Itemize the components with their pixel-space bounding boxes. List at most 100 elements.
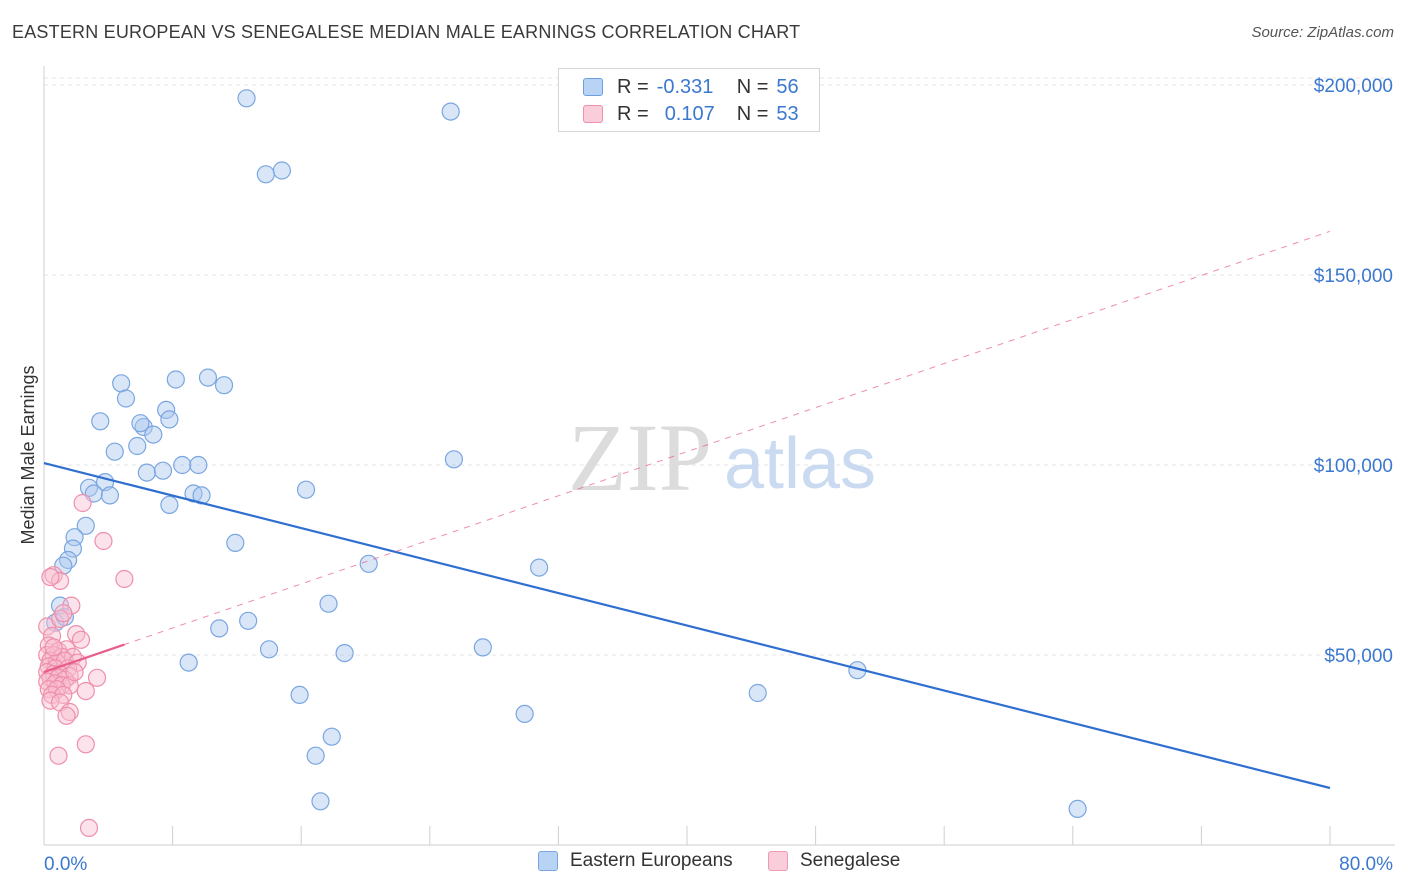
point-eastern-europeans — [515, 704, 534, 724]
point-eastern-europeans — [100, 486, 120, 505]
legend-r-label: R = — [617, 75, 649, 98]
point-eastern-europeans — [54, 556, 73, 575]
point-eastern-europeans — [335, 643, 354, 663]
series-label-eastern-europeans: Eastern Europeans — [570, 850, 733, 871]
series-legend-senegalese[interactable]: Senegalese — [768, 850, 900, 872]
x-tick-labels: 0.0% 80.0% — [44, 854, 1393, 875]
point-eastern-europeans — [311, 792, 330, 811]
point-eastern-europeans — [173, 455, 192, 475]
point-senegalese — [50, 571, 70, 591]
trend-line-dashed-senegalese — [43, 230, 1331, 673]
point-senegalese — [71, 630, 91, 649]
chart-title: EASTERN EUROPEAN VS SENEGALESE MEDIAN MA… — [12, 22, 801, 42]
gridlines — [44, 77, 1395, 656]
point-senegalese — [79, 818, 99, 838]
y-tick-label: $200,000 — [1314, 76, 1393, 97]
series-swatch-senegalese — [768, 851, 788, 871]
point-eastern-europeans — [322, 727, 341, 746]
point-eastern-europeans — [444, 450, 464, 469]
point-eastern-europeans — [63, 539, 83, 558]
series-swatch-eastern-europeans — [538, 851, 558, 871]
trend-line-eastern-europeans — [43, 462, 1331, 790]
point-eastern-europeans — [214, 376, 234, 395]
data-points — [38, 89, 1087, 838]
point-eastern-europeans — [76, 516, 95, 535]
point-eastern-europeans — [441, 102, 460, 121]
point-eastern-europeans — [157, 400, 176, 419]
point-eastern-europeans — [179, 653, 198, 672]
point-eastern-europeans — [359, 554, 378, 573]
watermark: ZIP atlas — [568, 404, 876, 511]
legend-n-value: 53 — [776, 102, 799, 125]
legend-swatch-eastern-europeans — [583, 78, 603, 96]
point-senegalese — [67, 624, 86, 644]
point-eastern-europeans — [189, 455, 208, 475]
point-eastern-europeans — [128, 436, 147, 456]
point-eastern-europeans — [256, 165, 275, 184]
point-eastern-europeans — [198, 368, 218, 387]
point-eastern-europeans — [237, 89, 256, 108]
y-tick-label: $100,000 — [1314, 456, 1393, 477]
point-eastern-europeans — [137, 463, 156, 482]
point-eastern-europeans — [65, 528, 84, 547]
series-legend-eastern-europeans[interactable]: Eastern Europeans — [538, 850, 733, 872]
point-eastern-europeans — [319, 594, 338, 613]
legend-n-value: 56 — [776, 75, 799, 98]
point-eastern-europeans — [105, 442, 124, 461]
point-senegalese — [41, 567, 60, 587]
point-eastern-europeans — [112, 374, 131, 393]
point-eastern-europeans — [210, 619, 229, 638]
point-eastern-europeans — [748, 683, 767, 703]
legend-r-value: 0.107 — [664, 102, 715, 125]
point-senegalese — [50, 609, 70, 629]
point-senegalese — [87, 668, 107, 687]
series-legend: Eastern Europeans Senegalese — [0, 850, 1406, 878]
point-eastern-europeans — [530, 558, 549, 577]
point-senegalese — [73, 493, 92, 513]
watermark-zip: ZIP — [568, 404, 712, 511]
point-eastern-europeans — [226, 533, 245, 553]
point-senegalese — [57, 706, 76, 725]
trend-line-solid-senegalese — [43, 643, 125, 674]
legend-row-senegalese: R = 0.107 N = 53 — [583, 102, 799, 126]
point-eastern-europeans — [272, 161, 292, 180]
point-senegalese — [49, 746, 68, 765]
y-tick-labels: $50,000 $100,000 $150,000 $200,000 — [1314, 76, 1393, 667]
y-axis-label: Median Male Earnings — [18, 365, 38, 544]
point-senegalese — [42, 626, 62, 646]
point-eastern-europeans — [116, 389, 136, 408]
point-eastern-europeans — [1068, 799, 1087, 819]
point-eastern-europeans — [306, 746, 325, 765]
point-eastern-europeans — [79, 478, 99, 497]
point-eastern-europeans — [153, 461, 173, 480]
legend-r-value: -0.331 — [656, 75, 714, 98]
point-senegalese — [94, 531, 113, 551]
point-eastern-europeans — [91, 412, 110, 431]
legend-n-label: N = — [736, 75, 769, 98]
point-eastern-europeans — [473, 638, 492, 657]
point-senegalese — [115, 569, 134, 589]
point-senegalese — [54, 604, 73, 623]
source-label: Source: ZipAtlas.com — [1251, 24, 1394, 41]
point-eastern-europeans — [290, 685, 309, 705]
legend-row-eastern-europeans: R = -0.331 N = 56 — [583, 75, 799, 99]
point-senegalese — [44, 638, 63, 657]
point-eastern-europeans — [296, 480, 316, 499]
point-eastern-europeans — [166, 370, 185, 389]
legend-n-label: N = — [736, 102, 769, 125]
point-senegalese — [76, 735, 95, 754]
watermark-atlas: atlas — [724, 424, 876, 504]
correlation-legend: R = -0.331 N = 56 R = 0.107 N = 53 — [558, 68, 820, 132]
legend-r-label: R = — [617, 102, 649, 125]
point-eastern-europeans — [144, 425, 163, 444]
point-eastern-europeans — [131, 414, 150, 433]
series-label-senegalese: Senegalese — [800, 850, 901, 871]
y-tick-label: $50,000 — [1324, 646, 1393, 667]
legend-swatch-senegalese — [583, 105, 603, 123]
point-senegalese — [76, 681, 95, 701]
point-eastern-europeans — [259, 640, 279, 659]
x-tick-label-right: 80.0% — [1339, 854, 1393, 875]
y-tick-label: $150,000 — [1314, 266, 1393, 287]
point-senegalese — [65, 662, 84, 682]
